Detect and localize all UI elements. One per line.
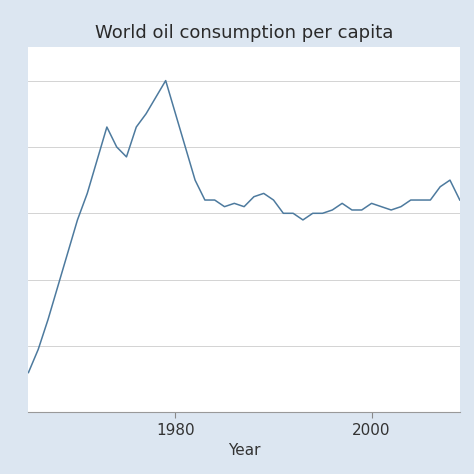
X-axis label: Year: Year	[228, 443, 260, 458]
Title: World oil consumption per capita: World oil consumption per capita	[95, 24, 393, 42]
